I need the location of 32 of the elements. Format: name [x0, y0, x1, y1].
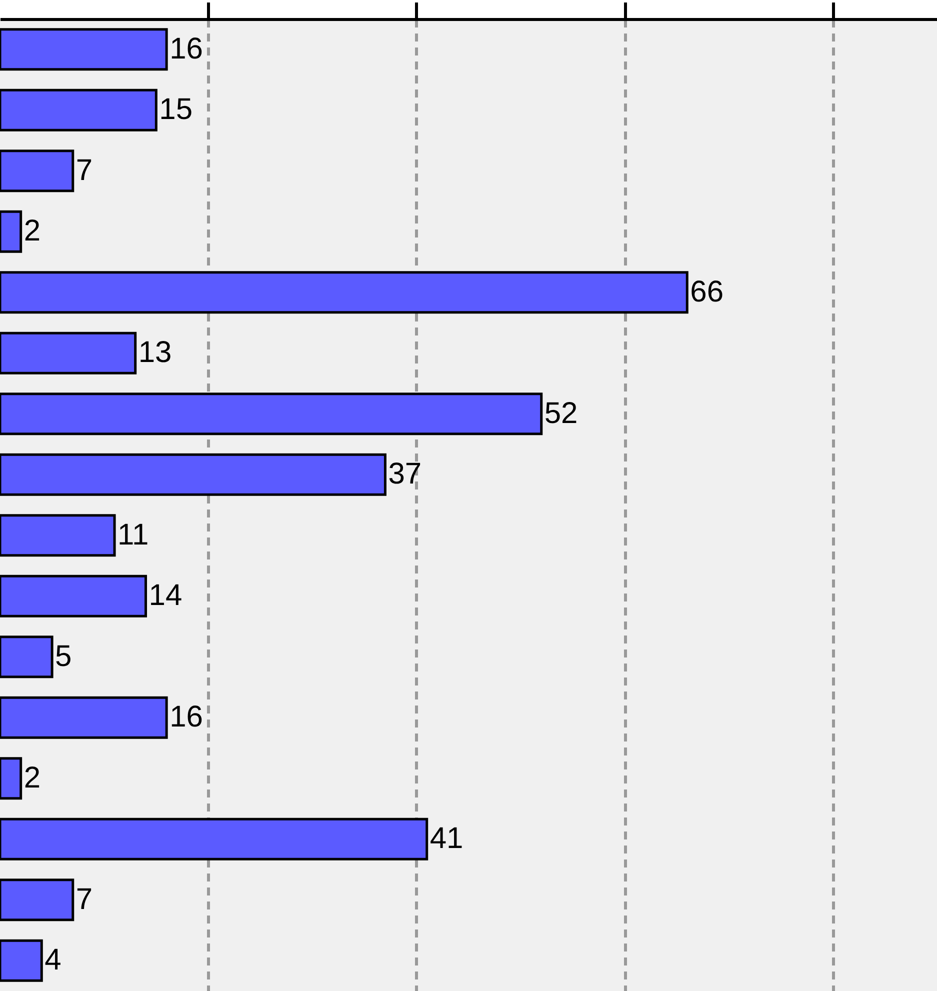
- data-label: 11: [118, 518, 149, 552]
- bar: [0, 757, 22, 800]
- bar: [0, 88, 158, 132]
- data-label: 15: [159, 93, 193, 126]
- bar: [0, 514, 116, 557]
- bar: [0, 574, 148, 618]
- bar: [0, 696, 168, 739]
- data-label: 41: [430, 822, 464, 856]
- bar: [0, 939, 43, 982]
- bar: [0, 878, 74, 922]
- data-label: 2: [24, 761, 41, 794]
- bar: [0, 453, 386, 496]
- data-label: 66: [690, 275, 724, 308]
- data-label: 13: [138, 336, 172, 370]
- bar: [0, 28, 168, 71]
- bar: [0, 271, 688, 314]
- data-label: 7: [76, 882, 93, 916]
- data-label: 14: [148, 579, 182, 612]
- data-label: 7: [76, 154, 93, 187]
- data-label: 52: [544, 396, 578, 430]
- bar: [0, 150, 74, 192]
- bar: [0, 332, 137, 374]
- data-label: 16: [170, 700, 203, 734]
- data-label: 4: [44, 944, 62, 977]
- data-label: 5: [55, 640, 72, 673]
- bar: [0, 392, 543, 436]
- data-label: 16: [170, 32, 203, 66]
- data-label: 2: [24, 214, 41, 248]
- bar: [0, 210, 22, 253]
- data-label: 37: [388, 458, 422, 491]
- bar: [0, 636, 54, 678]
- bar: [0, 818, 428, 860]
